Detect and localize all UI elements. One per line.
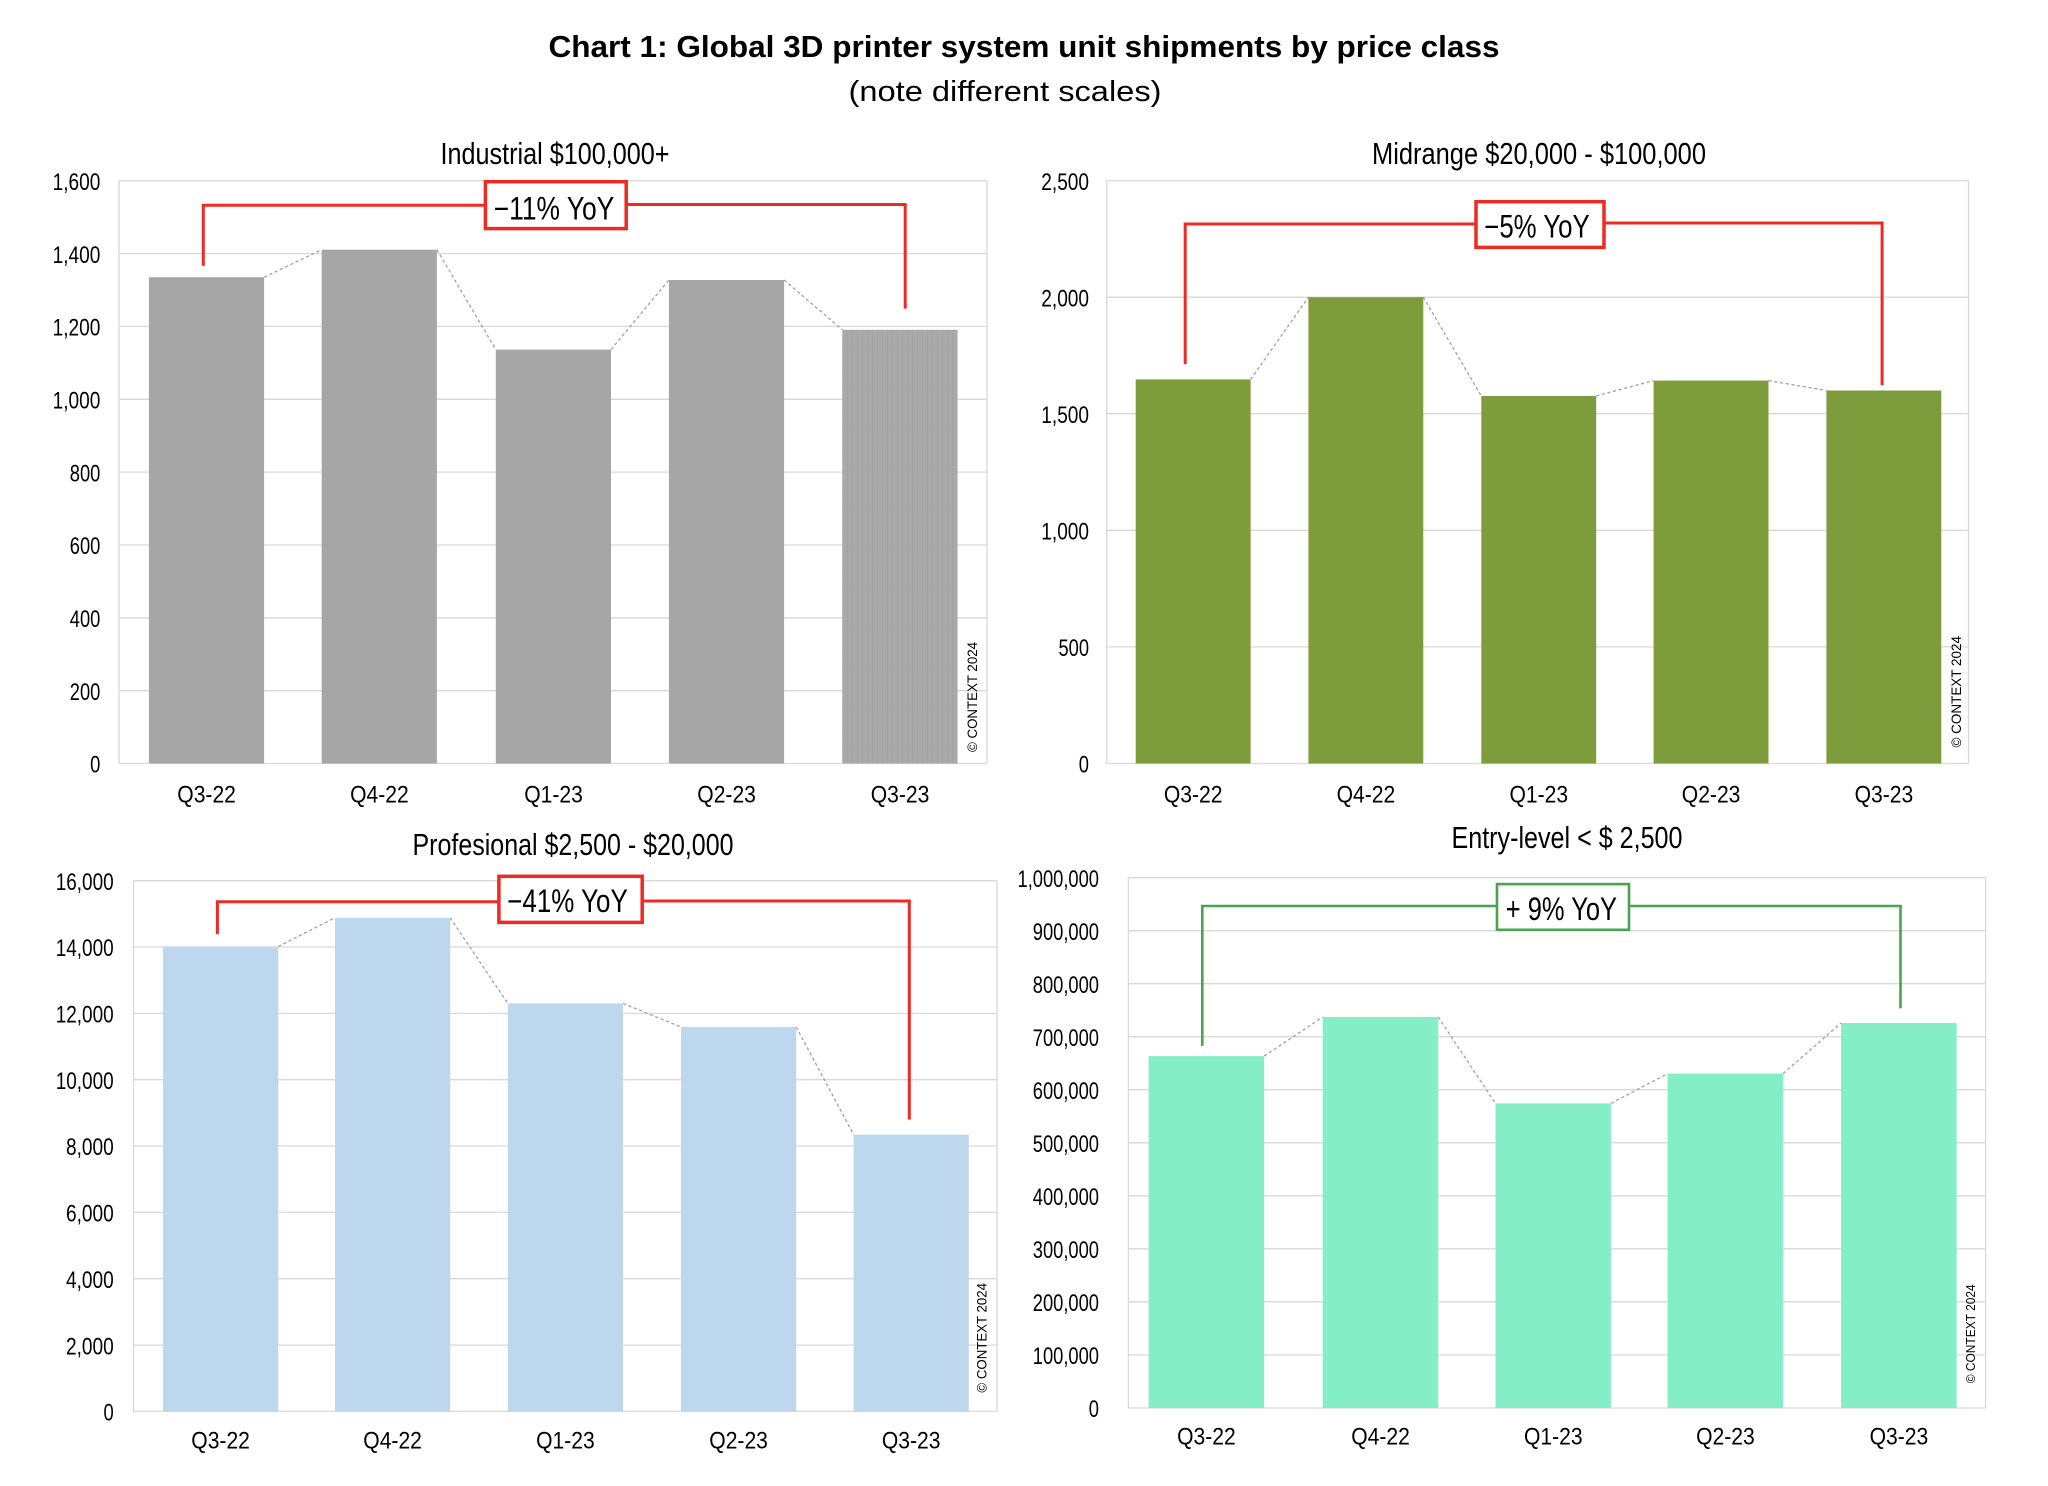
svg-text:Q2-23: Q2-23 (1682, 782, 1741, 809)
svg-text:600: 600 (70, 533, 101, 560)
svg-text:+ 9% YoY: + 9% YoY (1506, 891, 1617, 927)
svg-text:Q2-23: Q2-23 (697, 782, 756, 809)
svg-text:1,600: 1,600 (53, 169, 101, 196)
svg-text:0: 0 (1089, 1396, 1099, 1423)
svg-text:300,000: 300,000 (1033, 1237, 1099, 1264)
svg-text:Midrange $20,000 - $100,000: Midrange $20,000 - $100,000 (1372, 136, 1706, 171)
svg-text:1,000: 1,000 (53, 388, 101, 415)
svg-text:Q2-23: Q2-23 (709, 1428, 768, 1455)
svg-text:−41% YoY: −41% YoY (507, 883, 628, 919)
svg-text:700,000: 700,000 (1033, 1025, 1099, 1052)
svg-text:1,000: 1,000 (1041, 519, 1089, 546)
svg-text:© CONTEXT 2024: © CONTEXT 2024 (964, 642, 980, 752)
svg-text:Entry-level < $ 2,500: Entry-level < $ 2,500 (1452, 820, 1683, 855)
svg-text:Q2-23: Q2-23 (1696, 1424, 1755, 1451)
svg-text:Industrial $100,000+: Industrial $100,000+ (441, 136, 670, 171)
svg-text:1,400: 1,400 (53, 242, 101, 269)
svg-text:0: 0 (90, 752, 100, 779)
svg-text:Q4-22: Q4-22 (363, 1428, 422, 1455)
svg-text:1,000,000: 1,000,000 (1018, 866, 1100, 893)
svg-text:Q3-23: Q3-23 (1870, 1424, 1929, 1451)
svg-text:800,000: 800,000 (1033, 972, 1099, 999)
svg-text:8,000: 8,000 (66, 1134, 114, 1161)
svg-text:Q4-22: Q4-22 (350, 782, 409, 809)
svg-text:−11% YoY: −11% YoY (494, 190, 615, 226)
svg-text:200,000: 200,000 (1033, 1290, 1099, 1317)
svg-text:16,000: 16,000 (56, 869, 114, 896)
svg-text:900,000: 900,000 (1033, 919, 1099, 946)
svg-text:400,000: 400,000 (1033, 1184, 1099, 1211)
svg-text:4,000: 4,000 (66, 1267, 114, 1294)
svg-text:500,000: 500,000 (1033, 1131, 1099, 1158)
svg-text:12,000: 12,000 (56, 1002, 114, 1029)
svg-text:2,000: 2,000 (1041, 285, 1089, 312)
svg-text:−5% YoY: −5% YoY (1484, 209, 1590, 245)
svg-text:1,200: 1,200 (53, 315, 101, 342)
svg-text:Q3-23: Q3-23 (1855, 782, 1914, 809)
svg-text:10,000: 10,000 (56, 1068, 114, 1095)
svg-text:100,000: 100,000 (1033, 1343, 1099, 1370)
svg-text:Chart 1: Global 3D printer sys: Chart 1: Global 3D printer system unit s… (549, 29, 1500, 64)
svg-text:(note different scales): (note different scales) (849, 76, 1162, 108)
svg-text:Q3-23: Q3-23 (871, 782, 930, 809)
svg-text:Q3-23: Q3-23 (882, 1428, 941, 1455)
svg-text:6,000: 6,000 (66, 1201, 114, 1228)
svg-text:2,500: 2,500 (1041, 169, 1089, 196)
svg-text:1,500: 1,500 (1041, 402, 1089, 429)
svg-text:© CONTEXT 2024: © CONTEXT 2024 (1948, 636, 1964, 748)
svg-text:500: 500 (1059, 635, 1090, 662)
svg-text:2,000: 2,000 (66, 1333, 114, 1360)
svg-text:400: 400 (70, 606, 101, 633)
svg-text:Q1-23: Q1-23 (1524, 1424, 1583, 1451)
svg-text:800: 800 (70, 460, 101, 487)
svg-text:Q1-23: Q1-23 (1510, 782, 1569, 809)
svg-text:© CONTEXT 2024: © CONTEXT 2024 (1963, 1284, 1978, 1383)
svg-text:0: 0 (104, 1400, 114, 1427)
svg-text:Q3-22: Q3-22 (1177, 1424, 1236, 1451)
svg-text:Q3-22: Q3-22 (1164, 782, 1223, 809)
svg-text:Q3-22: Q3-22 (177, 782, 236, 809)
svg-text:Q3-22: Q3-22 (191, 1428, 250, 1455)
svg-text:Q4-22: Q4-22 (1351, 1424, 1410, 1451)
svg-text:© CONTEXT 2024: © CONTEXT 2024 (974, 1283, 990, 1393)
svg-text:Profesional $2,500 - $20,000: Profesional $2,500 - $20,000 (413, 827, 734, 862)
svg-text:Q1-23: Q1-23 (536, 1428, 595, 1455)
svg-text:Q1-23: Q1-23 (524, 782, 583, 809)
svg-text:0: 0 (1079, 752, 1089, 779)
svg-text:14,000: 14,000 (56, 935, 114, 962)
svg-text:600,000: 600,000 (1033, 1078, 1099, 1105)
svg-text:Q4-22: Q4-22 (1337, 782, 1396, 809)
svg-text:200: 200 (70, 679, 101, 706)
